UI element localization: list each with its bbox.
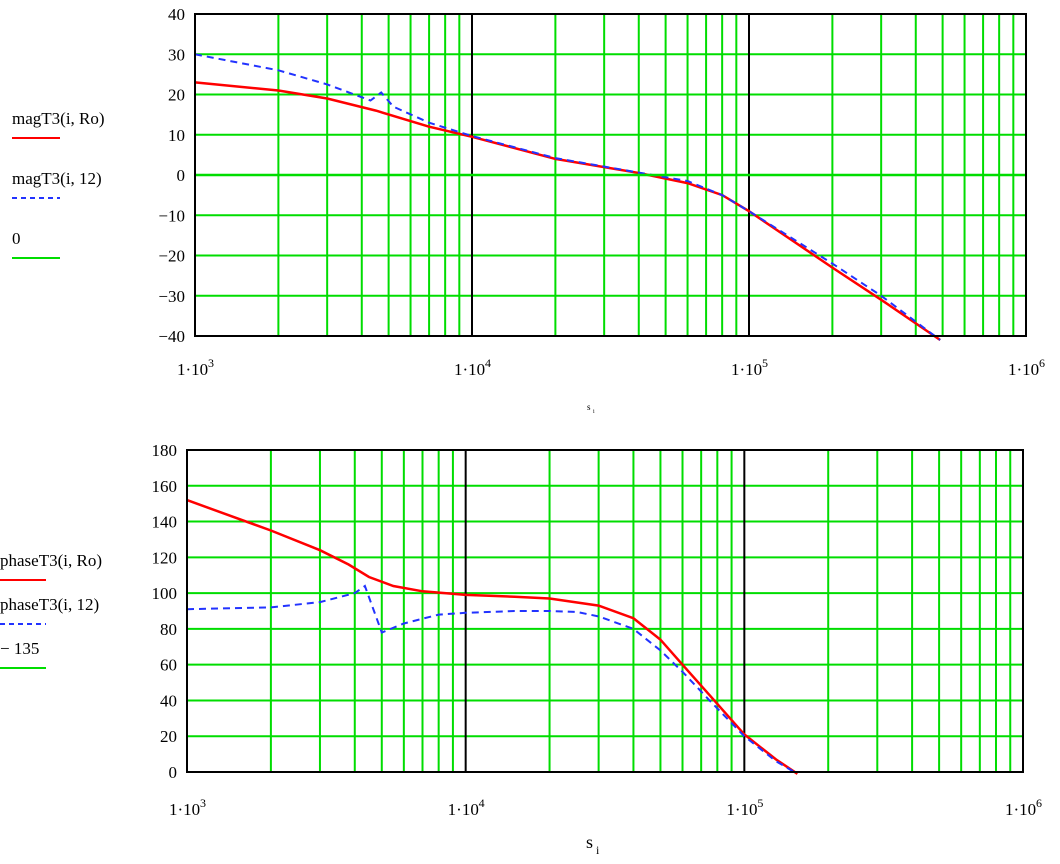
- y-tick-label: 40: [160, 691, 177, 710]
- legend-label: phaseT3(i, Ro): [0, 551, 102, 570]
- y-tick-label: 30: [168, 45, 185, 64]
- phase-series: [186, 498, 799, 775]
- phase-x-axis-label: s i: [586, 832, 600, 857]
- y-tick-label: −20: [158, 247, 185, 266]
- legend-label: − 135: [0, 639, 39, 658]
- magnitude-x-tick-labels: 1·10 3 1·10 4 1·10 5 1·10 6: [177, 356, 1045, 379]
- y-tick-label: 0: [169, 763, 178, 782]
- legend-label: magT3(i, 12): [12, 169, 102, 188]
- svg-text:i: i: [593, 409, 595, 415]
- y-tick-label: −30: [158, 287, 185, 306]
- x-tick-label: 1·10: [448, 800, 479, 819]
- magnitude-series: [194, 53, 1026, 342]
- x-tick-exponent: 5: [757, 796, 763, 810]
- svg-text:s: s: [587, 402, 591, 412]
- y-tick-label: −10: [158, 206, 185, 225]
- x-tick-exponent: 5: [762, 356, 768, 370]
- x-tick-label: 1·10: [177, 360, 208, 379]
- y-tick-label: 20: [168, 86, 185, 105]
- series-line-magt3-i-ro-: [194, 81, 941, 342]
- legend-label: 0: [12, 229, 21, 248]
- series-line-phaset3-i-ro-: [186, 498, 799, 775]
- x-tick-label: 1·10: [731, 360, 762, 379]
- phase-plot-frame: [186, 449, 1024, 773]
- legend-label: magT3(i, Ro): [12, 109, 105, 128]
- y-tick-label: −40: [158, 327, 185, 346]
- x-tick-label: 1·10: [454, 360, 485, 379]
- x-tick-exponent: 3: [200, 796, 206, 810]
- svg-text:s: s: [586, 832, 593, 852]
- x-tick-exponent: 3: [208, 356, 214, 370]
- x-tick-label: 1·10: [169, 800, 200, 819]
- y-tick-label: 140: [152, 513, 178, 532]
- y-tick-label: 180: [152, 441, 178, 460]
- y-tick-label: 10: [168, 126, 185, 145]
- phase-y-tick-labels: 180 160 140 120 100 80 60 40 20 0: [152, 441, 178, 782]
- x-tick-exponent: 6: [1036, 796, 1042, 810]
- magnitude-y-tick-labels: 40 30 20 10 0 −10 −20 −30 −40: [158, 5, 185, 346]
- magnitude-x-axis-label: s i: [587, 402, 595, 415]
- y-tick-label: 80: [160, 620, 177, 639]
- x-tick-label: 1·10: [1008, 360, 1039, 379]
- y-tick-label: 60: [160, 656, 177, 675]
- svg-text:i: i: [596, 843, 600, 857]
- x-tick-exponent: 4: [479, 796, 485, 810]
- x-tick-label: 1·10: [726, 800, 757, 819]
- legend-label: phaseT3(i, 12): [0, 595, 99, 614]
- y-tick-label: 0: [177, 166, 186, 185]
- phase-x-tick-labels: 1·10 3 1·10 4 1·10 5 1·10 6: [169, 796, 1042, 819]
- series-line-magt3-i-12-: [194, 53, 941, 341]
- y-tick-label: 160: [152, 477, 178, 496]
- magnitude-legend: magT3(i, Ro) magT3(i, 12) 0: [12, 109, 105, 259]
- y-tick-label: 100: [152, 584, 178, 603]
- x-tick-label: 1·10: [1005, 800, 1036, 819]
- y-tick-label: 20: [160, 727, 177, 746]
- phase-grid: [187, 449, 1023, 773]
- y-tick-label: 120: [152, 548, 178, 567]
- magnitude-plot-frame: [194, 13, 1027, 337]
- x-tick-exponent: 4: [485, 356, 491, 370]
- x-tick-exponent: 6: [1039, 356, 1045, 370]
- phase-legend: phaseT3(i, Ro) phaseT3(i, 12) − 135: [0, 551, 102, 669]
- series-line-phaset3-i-12-: [186, 584, 798, 775]
- y-tick-label: 40: [168, 5, 185, 24]
